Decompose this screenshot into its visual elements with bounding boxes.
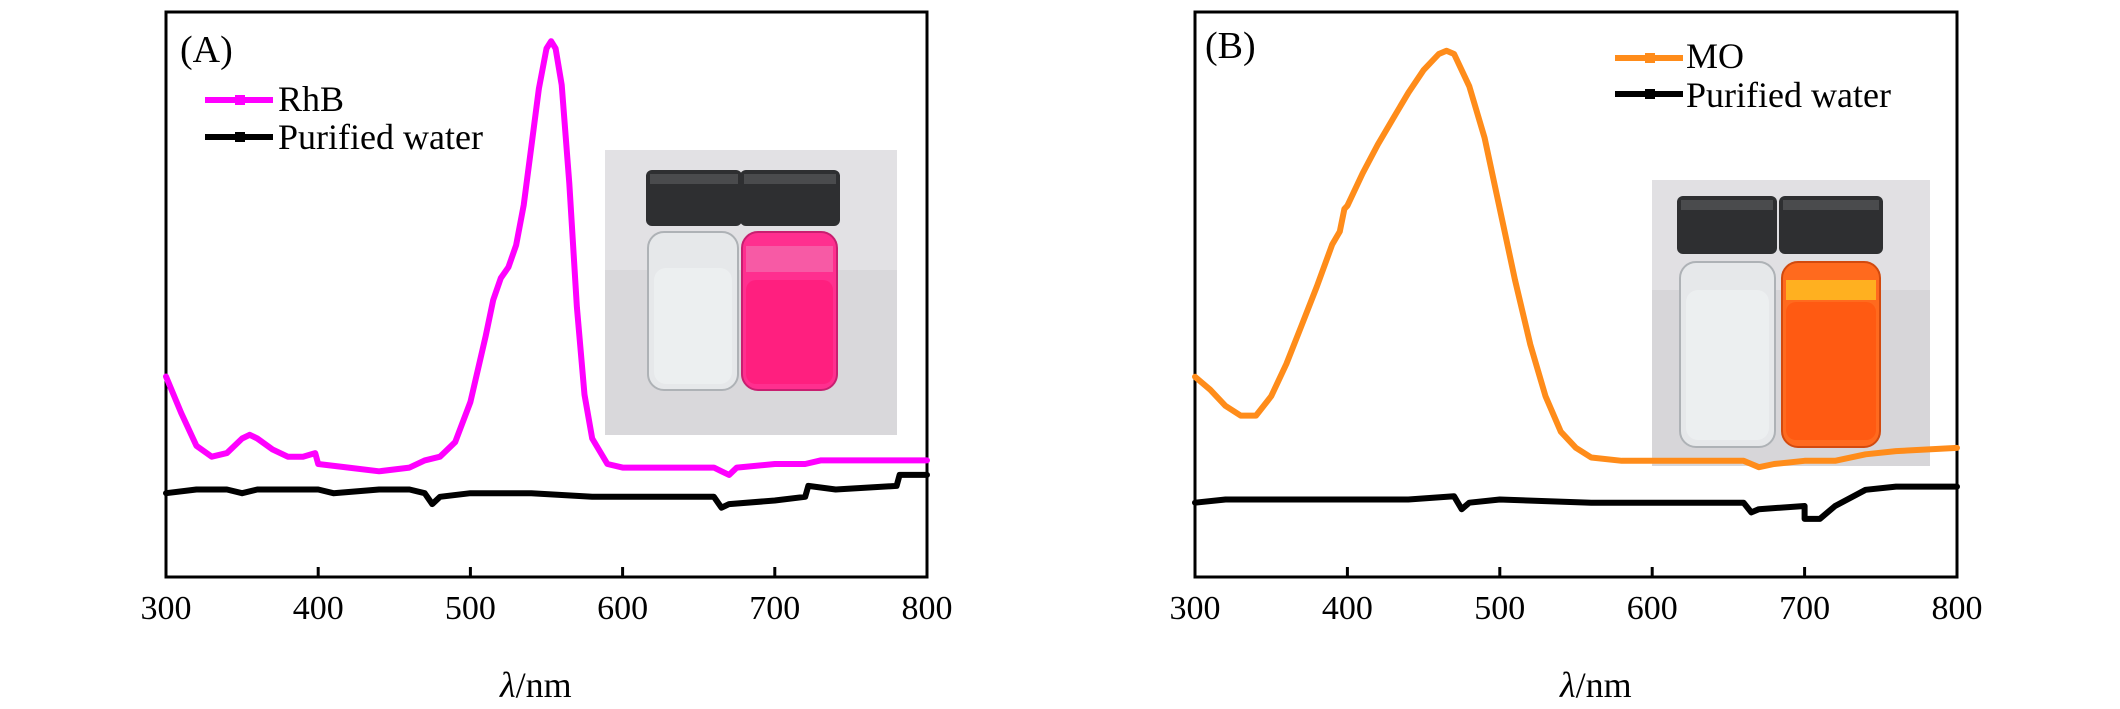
x-tick-label-a-600: 600 (597, 590, 648, 627)
x-tick-label-b-700: 700 (1779, 590, 1830, 627)
legend-marker-rhb (235, 95, 245, 105)
panel-b-plot-area (1192, 47, 1960, 522)
x-tick-label-b-500: 500 (1474, 590, 1525, 627)
panel-a: (A) 300 400 500 600 700 800 RhB Purif (141, 10, 953, 705)
x-tick-label-a-300: 300 (141, 590, 192, 627)
series-line-b-sample (1192, 47, 1960, 471)
panel-a-inset-photo (605, 150, 897, 435)
panel-b-legend: MO Purified water (1615, 36, 1891, 115)
panel-b-inset-photo (1652, 180, 1930, 466)
x-tick-label-a-800: 800 (902, 590, 953, 627)
legend-marker-water-b (1645, 89, 1655, 99)
panel-b-x-axis-label: λ/nm (1559, 665, 1632, 705)
panel-a-legend: RhB Purified water (205, 79, 483, 157)
panel-b-frame (1193, 10, 1959, 579)
x-tick-label-b-400: 400 (1322, 590, 1373, 627)
series-line-b-water (1192, 483, 1960, 522)
panel-a-plot-area (163, 38, 930, 511)
legend-label-water-a: Purified water (278, 117, 483, 157)
x-tick-label-a-700: 700 (749, 590, 800, 627)
series-line-a-sample (163, 38, 930, 478)
x-tick-label-a-400: 400 (293, 590, 344, 627)
legend-label-rhb: RhB (278, 79, 344, 119)
panel-a-x-ticks: 300 400 500 600 700 800 (141, 567, 953, 627)
legend-label-water-b: Purified water (1686, 75, 1891, 115)
legend-label-mo: MO (1686, 36, 1744, 76)
panel-b-x-ticks: 300 400 500 600 700 800 (1170, 567, 1983, 627)
panel-b: (B) 300 400 500 600 700 800 MO Purifi (1170, 10, 1983, 705)
panel-a-x-axis-label: λ/nm (499, 665, 572, 705)
legend-marker-water-a (235, 132, 245, 142)
panel-a-frame (164, 10, 929, 579)
series-line-a-water (163, 471, 930, 511)
panel-b-label: (B) (1205, 25, 1256, 67)
x-tick-label-b-600: 600 (1627, 590, 1678, 627)
x-tick-label-b-800: 800 (1932, 590, 1983, 627)
legend-marker-mo (1645, 53, 1655, 63)
x-tick-label-a-500: 500 (445, 590, 496, 627)
x-tick-label-b-300: 300 (1170, 590, 1221, 627)
panel-a-label: (A) (180, 29, 233, 71)
